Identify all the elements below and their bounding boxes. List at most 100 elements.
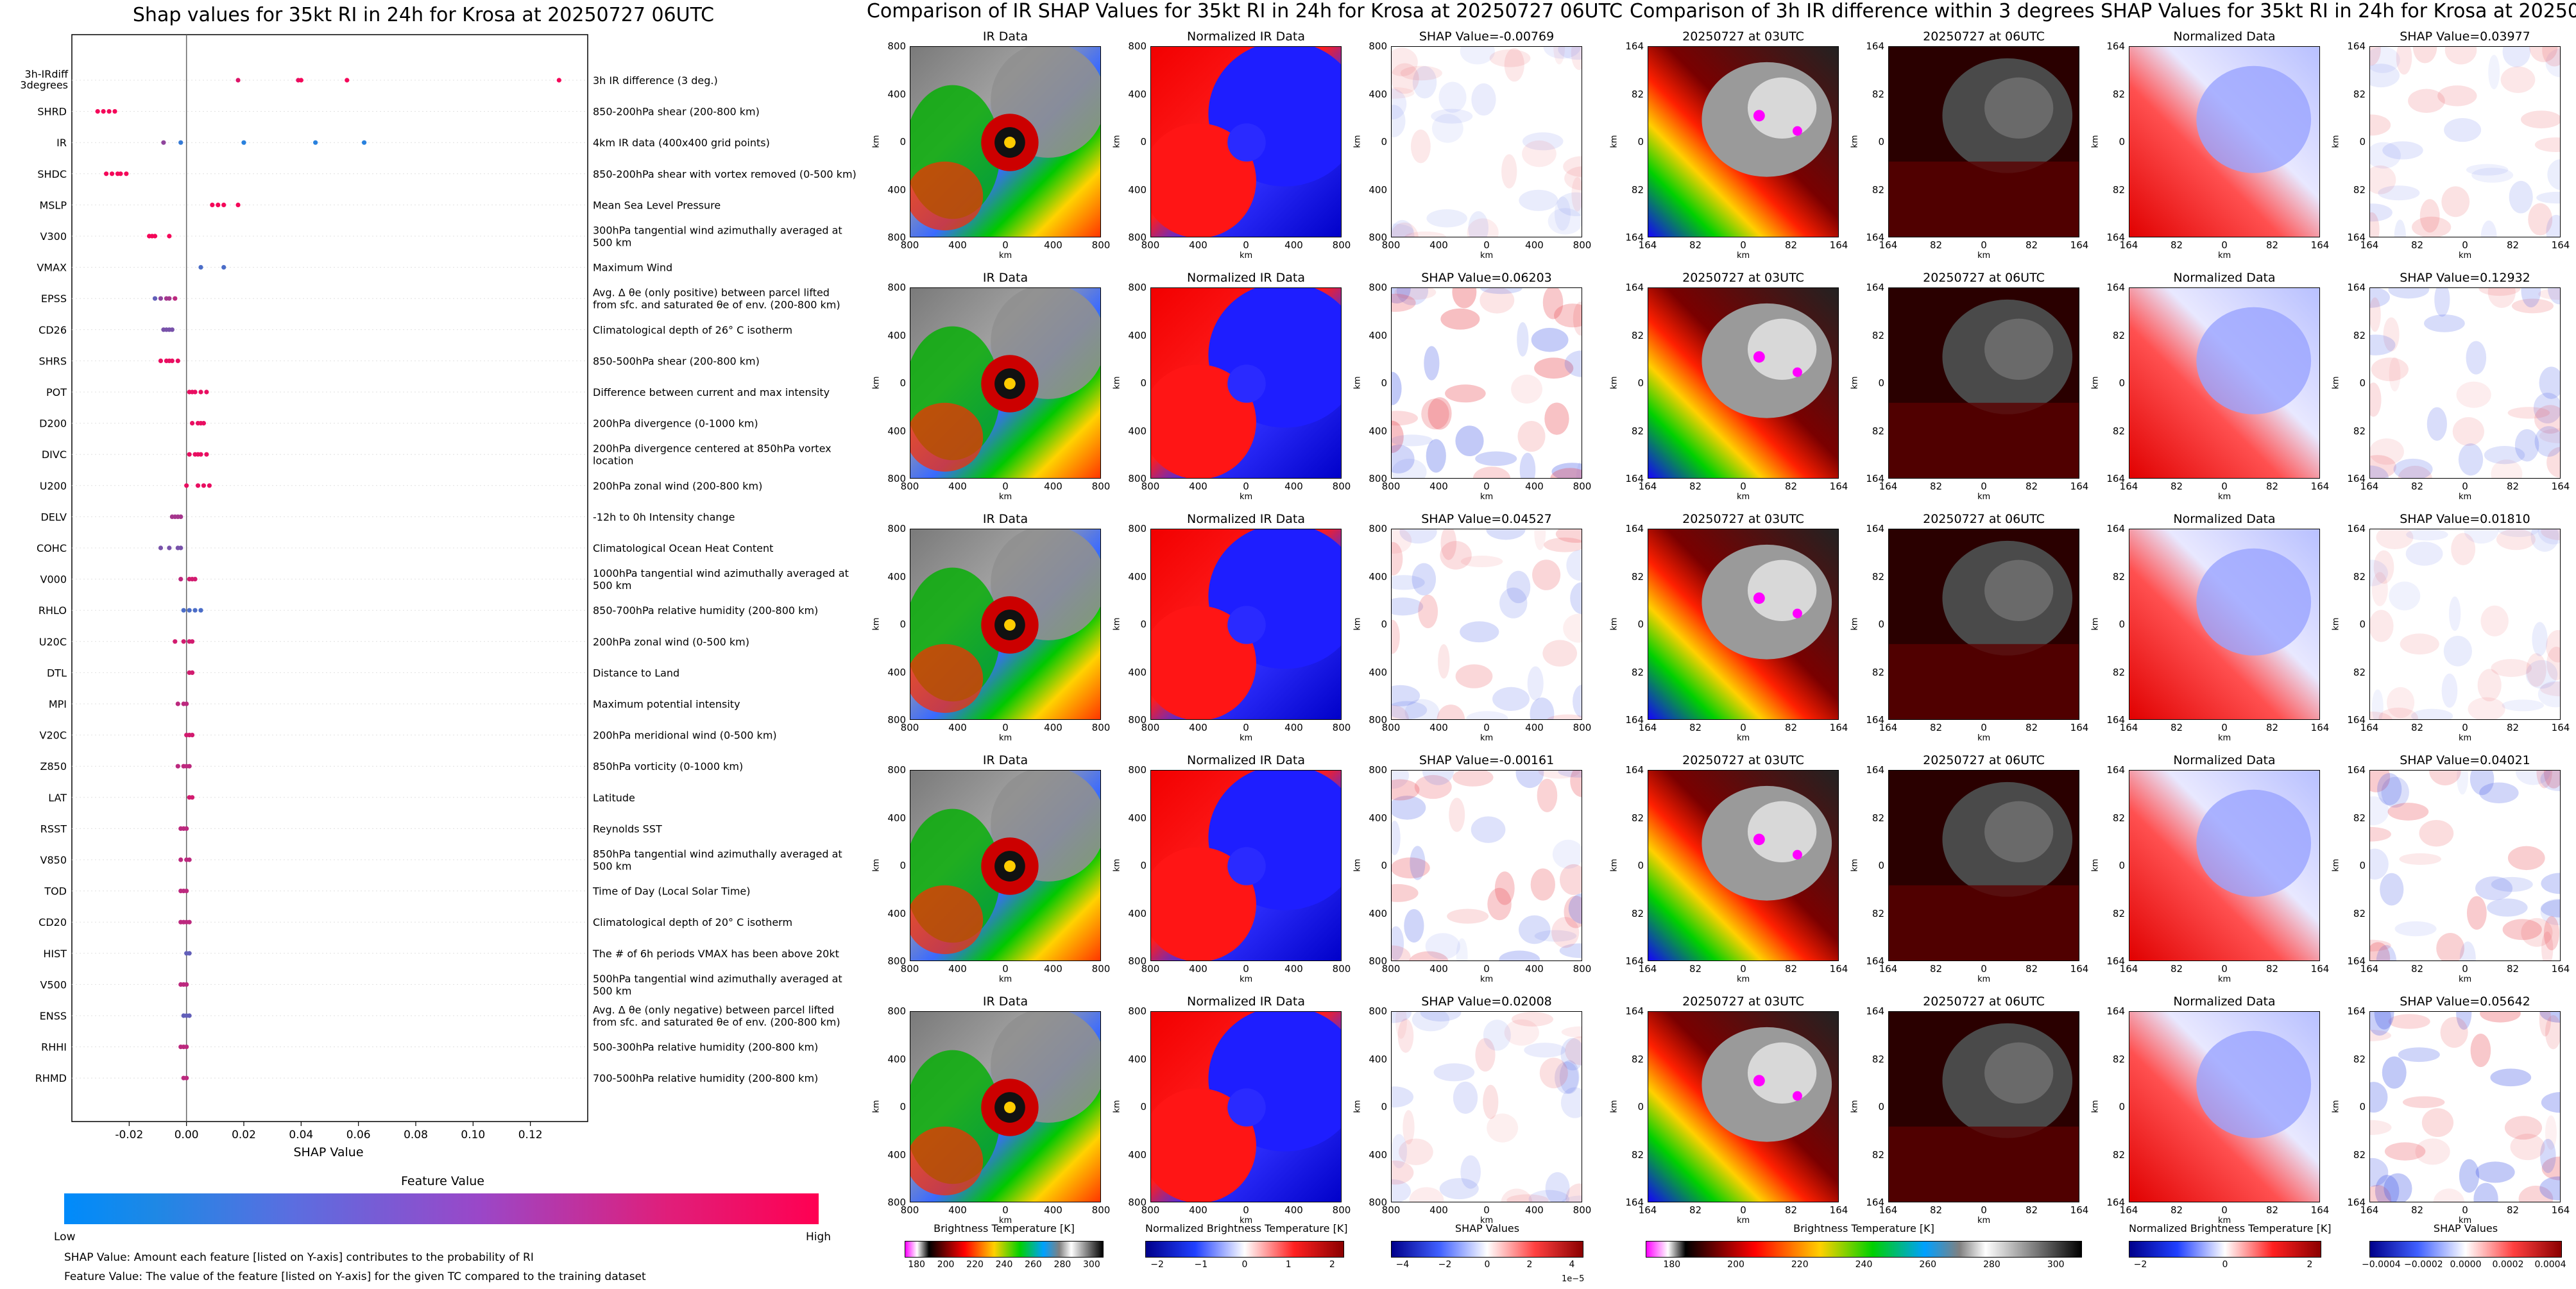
y-tick-label: 164 xyxy=(1866,282,1884,293)
y-tick-label: 164 xyxy=(2347,523,2366,534)
shap-point xyxy=(198,608,203,613)
y-axis-label: km xyxy=(1352,858,1363,872)
feature-row: VMAX Maximum Wind xyxy=(37,262,672,274)
x-tick-label: 0 xyxy=(1243,722,1249,733)
y-tick-label: 82 xyxy=(1872,88,1884,100)
y-tick-label: 0 xyxy=(1381,1101,1387,1113)
y-tick-label: 400 xyxy=(887,329,906,341)
feature-description-label: 500 km xyxy=(593,237,631,249)
feature-code-label: LAT xyxy=(48,792,67,804)
x-tick-label: 82 xyxy=(2170,481,2183,492)
x-axis-label: km xyxy=(999,1216,1012,1225)
feature-code-label: VMAX xyxy=(37,262,67,274)
shap-point xyxy=(158,358,164,364)
y-tick-label: 0 xyxy=(2119,136,2125,148)
colorbar-tick-label: 220 xyxy=(1791,1259,1809,1270)
y-tick-label: 800 xyxy=(887,955,906,967)
x-tick-label: 0 xyxy=(1483,239,1490,251)
feature-row: DELV -12h to 0h Intensity change xyxy=(40,511,735,523)
y-tick-label: 82 xyxy=(2353,88,2366,100)
y-tick-label: 164 xyxy=(2347,473,2366,484)
shap-plot-title: Shap values for 35kt RI in 24h for Krosa… xyxy=(132,4,715,26)
colorbar-low-label: Low xyxy=(54,1231,76,1243)
diff03-image-panel xyxy=(1648,529,1839,720)
shap-value-title: SHAP Value=0.04527 xyxy=(1421,512,1552,526)
x-tick-label: 400 xyxy=(1284,963,1303,975)
colorbar-tick-label: 300 xyxy=(1083,1259,1100,1270)
shap-point xyxy=(173,296,178,301)
x-tick-label: 82 xyxy=(2170,722,2183,733)
ir-group-title: Comparison of IR SHAP Values for 35kt RI… xyxy=(866,0,1623,22)
y-tick-label: 400 xyxy=(1128,907,1147,919)
shap-point xyxy=(221,265,226,270)
x-tick-label: 164 xyxy=(2551,1204,2570,1216)
x-tick-label: 82 xyxy=(1784,239,1798,251)
x-axis-label: km xyxy=(1240,1216,1253,1225)
colorbar-tick-label: 1 xyxy=(1285,1259,1292,1270)
x-tick-label: 0 xyxy=(2221,1204,2228,1216)
y-tick-label: 800 xyxy=(1369,282,1387,293)
x-tick-label: 0 xyxy=(1483,481,1490,492)
shap-value-title: SHAP Value=0.05642 xyxy=(2400,994,2530,1009)
colorbar-tick-label: 300 xyxy=(2047,1259,2065,1270)
colorbar-label: SHAP Values xyxy=(1454,1222,1520,1234)
feature-description-label: 850hPa vorticity (0-1000 km) xyxy=(593,760,743,773)
colorbar-tick-label: 0 xyxy=(1484,1259,1490,1270)
y-tick-label: 400 xyxy=(887,425,906,437)
shap-point xyxy=(184,701,189,706)
colorbar-tick-label: −4 xyxy=(1395,1259,1410,1270)
y-tick-label: 164 xyxy=(1866,232,1884,243)
colorbar xyxy=(2369,1241,2562,1258)
x-tick-label: 800 xyxy=(900,239,919,251)
feature-row: MSLP Mean Sea Level Pressure xyxy=(39,199,721,211)
feature-row: CD26 Climatological depth of 26° C isothe… xyxy=(38,324,792,336)
y-tick-label: 164 xyxy=(1625,1005,1644,1017)
feature-colorbar-title: Feature Value xyxy=(400,1174,484,1188)
y-tick-label: 82 xyxy=(2112,1148,2125,1161)
x-tick-label: 800 xyxy=(900,481,919,492)
x-axis-label: km xyxy=(2459,1216,2472,1225)
shap-point xyxy=(181,639,186,644)
x-tick-label: 800 xyxy=(1332,481,1351,492)
x-axis-label: km xyxy=(1737,975,1750,984)
x-tick-label: 82 xyxy=(2170,239,2183,251)
x-axis-label: km xyxy=(2459,492,2472,502)
shap-point xyxy=(178,140,183,145)
x-tick-label: 164 xyxy=(1829,1204,1848,1216)
y-axis-label: km xyxy=(1850,617,1860,631)
x-tick-label: 0 xyxy=(2221,239,2228,251)
shap-note-2: Feature Value: The value of the feature … xyxy=(64,1270,646,1283)
x-tick-label: 800 xyxy=(1091,1204,1111,1216)
feature-code-label: CD26 xyxy=(38,324,67,336)
y-axis-label: km xyxy=(1112,858,1122,872)
x-tick-label: 82 xyxy=(2025,1204,2038,1216)
panel-title: Normalized Data xyxy=(2173,271,2276,285)
x-axis-label: km xyxy=(2218,1216,2231,1225)
x-tick-label: 82 xyxy=(2410,722,2424,733)
x-tick-label: 164 xyxy=(2360,722,2379,733)
feature-description-label: 200hPa meridional wind (0-500 km) xyxy=(593,730,777,742)
y-tick-label: 82 xyxy=(2112,570,2125,583)
y-tick-label: 82 xyxy=(1872,329,1884,341)
y-tick-label: 800 xyxy=(887,232,906,243)
y-tick-label: 800 xyxy=(1128,1005,1147,1017)
x-axis-label: km xyxy=(1977,251,1991,260)
panel-title: IR Data xyxy=(982,30,1028,44)
colorbar xyxy=(1646,1241,2082,1258)
y-tick-label: 164 xyxy=(1866,714,1884,726)
x-tick-label: 0 xyxy=(2462,722,2468,733)
y-tick-label: 164 xyxy=(2106,523,2125,534)
x-tick-label: 400 xyxy=(1044,239,1062,251)
x-tick-label: 164 xyxy=(1829,722,1848,733)
colorbar-label: Brightness Temperature [K] xyxy=(1793,1222,1934,1234)
y-tick-label: 0 xyxy=(1878,619,1884,630)
shap-point xyxy=(235,202,241,207)
shap-point xyxy=(152,234,158,239)
feature-description-label: Difference between current and max inten… xyxy=(593,386,830,398)
x-tick-label: 82 xyxy=(1784,1204,1798,1216)
colorbar-tick-label: −2 xyxy=(1438,1259,1452,1270)
y-tick-label: 164 xyxy=(2106,1005,2125,1017)
x-tick-label: 0 xyxy=(2221,963,2228,975)
x-tick-label: 82 xyxy=(2265,963,2279,975)
norm-image-panel xyxy=(1150,770,1342,961)
